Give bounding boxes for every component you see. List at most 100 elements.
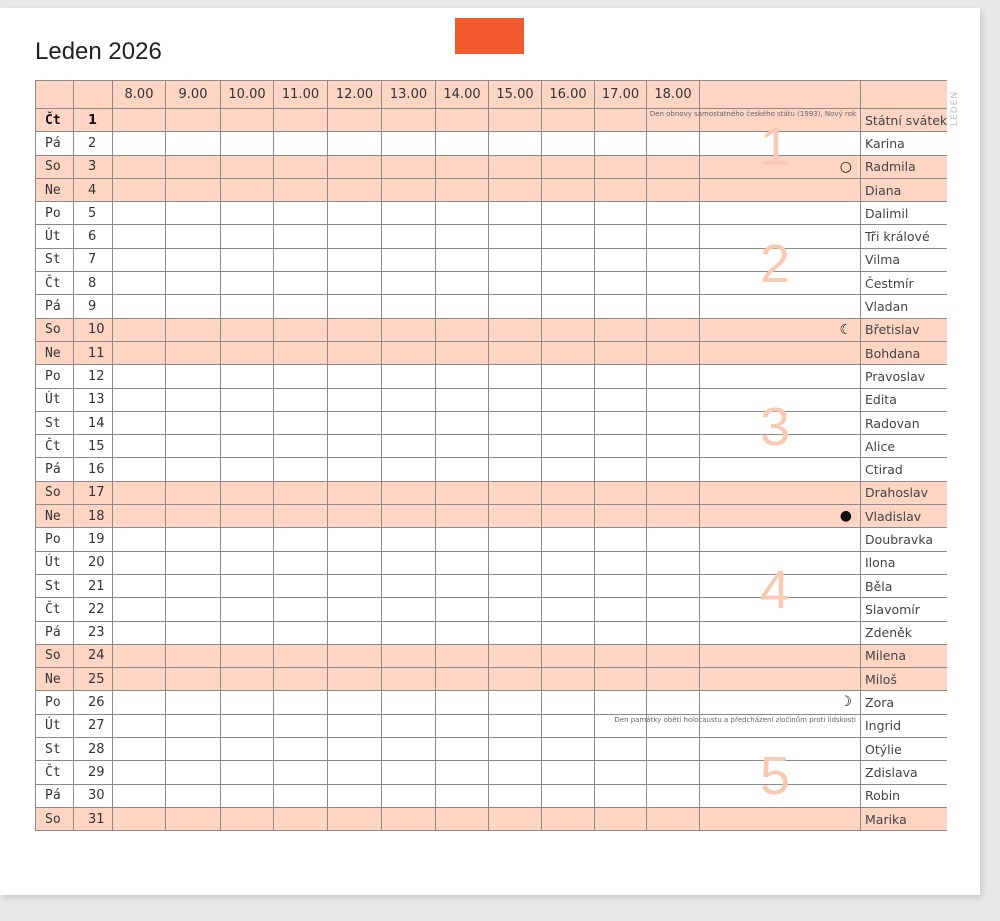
time-slot-cell[interactable] bbox=[273, 201, 328, 226]
time-slot-cell[interactable] bbox=[327, 690, 382, 715]
time-slot-cell[interactable] bbox=[220, 131, 274, 156]
time-slot-cell[interactable] bbox=[112, 806, 166, 832]
time-slot-cell[interactable] bbox=[488, 550, 542, 575]
time-slot-cell[interactable] bbox=[165, 713, 221, 739]
time-slot-cell[interactable] bbox=[165, 271, 221, 296]
time-slot-cell[interactable] bbox=[220, 247, 274, 273]
note-cell[interactable] bbox=[699, 340, 861, 366]
note-cell[interactable]: ☾ bbox=[699, 317, 861, 342]
time-slot-cell[interactable] bbox=[327, 760, 382, 785]
time-slot-cell[interactable] bbox=[112, 410, 166, 436]
time-slot-cell[interactable] bbox=[273, 387, 328, 412]
time-slot-cell[interactable] bbox=[646, 480, 700, 506]
time-slot-cell[interactable] bbox=[381, 201, 436, 226]
time-slot-cell[interactable] bbox=[541, 340, 595, 366]
note-cell[interactable]: ○ bbox=[699, 154, 861, 179]
time-slot-cell[interactable] bbox=[273, 760, 328, 785]
time-slot-cell[interactable] bbox=[327, 364, 382, 389]
time-slot-cell[interactable] bbox=[488, 713, 542, 739]
time-slot-cell[interactable] bbox=[594, 224, 647, 249]
time-slot-cell[interactable] bbox=[488, 783, 542, 808]
time-slot-cell[interactable] bbox=[273, 107, 328, 133]
time-slot-cell[interactable] bbox=[273, 410, 328, 436]
time-slot-cell[interactable] bbox=[273, 271, 328, 296]
time-slot-cell[interactable] bbox=[381, 434, 436, 459]
time-slot-cell[interactable] bbox=[541, 387, 595, 412]
time-slot-cell[interactable] bbox=[220, 737, 274, 762]
time-slot-cell[interactable] bbox=[327, 387, 382, 412]
time-slot-cell[interactable] bbox=[541, 806, 595, 832]
time-slot-cell[interactable] bbox=[220, 317, 274, 342]
time-slot-cell[interactable] bbox=[273, 154, 328, 179]
time-slot-cell[interactable] bbox=[646, 504, 700, 529]
time-slot-cell[interactable] bbox=[273, 504, 328, 529]
note-cell[interactable] bbox=[699, 364, 861, 389]
time-slot-cell[interactable] bbox=[381, 690, 436, 715]
time-slot-cell[interactable] bbox=[112, 690, 166, 715]
time-slot-cell[interactable] bbox=[220, 107, 274, 133]
time-slot-cell[interactable] bbox=[327, 597, 382, 622]
time-slot-cell[interactable] bbox=[220, 783, 274, 808]
time-slot-cell[interactable] bbox=[541, 154, 595, 179]
time-slot-cell[interactable] bbox=[327, 504, 382, 529]
time-slot-cell[interactable] bbox=[273, 783, 328, 808]
time-slot-cell[interactable] bbox=[327, 154, 382, 179]
time-slot-cell[interactable] bbox=[646, 620, 700, 645]
time-slot-cell[interactable] bbox=[381, 550, 436, 575]
time-slot-cell[interactable] bbox=[594, 806, 647, 832]
time-slot-cell[interactable] bbox=[646, 783, 700, 808]
time-slot-cell[interactable] bbox=[541, 504, 595, 529]
time-slot-cell[interactable] bbox=[381, 387, 436, 412]
time-slot-cell[interactable] bbox=[112, 247, 166, 273]
time-slot-cell[interactable] bbox=[220, 410, 274, 436]
time-slot-cell[interactable] bbox=[646, 457, 700, 482]
time-slot-cell[interactable] bbox=[273, 364, 328, 389]
time-slot-cell[interactable] bbox=[381, 364, 436, 389]
note-cell[interactable] bbox=[699, 177, 861, 203]
time-slot-cell[interactable] bbox=[541, 177, 595, 203]
time-slot-cell[interactable] bbox=[220, 643, 274, 669]
time-slot-cell[interactable] bbox=[541, 737, 595, 762]
time-slot-cell[interactable] bbox=[273, 713, 328, 739]
time-slot-cell[interactable] bbox=[327, 550, 382, 575]
time-slot-cell[interactable] bbox=[435, 783, 489, 808]
time-slot-cell[interactable] bbox=[594, 340, 647, 366]
time-slot-cell[interactable] bbox=[381, 760, 436, 785]
note-cell[interactable] bbox=[699, 434, 861, 459]
time-slot-cell[interactable] bbox=[327, 294, 382, 319]
time-slot-cell[interactable] bbox=[541, 667, 595, 692]
time-slot-cell[interactable] bbox=[541, 317, 595, 342]
time-slot-cell[interactable] bbox=[541, 573, 595, 599]
time-slot-cell[interactable] bbox=[165, 107, 221, 133]
time-slot-cell[interactable] bbox=[435, 387, 489, 412]
note-cell[interactable] bbox=[699, 387, 861, 412]
time-slot-cell[interactable] bbox=[327, 410, 382, 436]
time-slot-cell[interactable] bbox=[488, 410, 542, 436]
time-slot-cell[interactable] bbox=[112, 340, 166, 366]
time-slot-cell[interactable] bbox=[594, 667, 647, 692]
note-cell[interactable]: ● bbox=[699, 504, 861, 529]
time-slot-cell[interactable] bbox=[541, 457, 595, 482]
time-slot-cell[interactable] bbox=[381, 107, 436, 133]
time-slot-cell[interactable] bbox=[488, 224, 542, 249]
time-slot-cell[interactable] bbox=[488, 620, 542, 645]
time-slot-cell[interactable] bbox=[165, 340, 221, 366]
time-slot-cell[interactable] bbox=[488, 364, 542, 389]
time-slot-cell[interactable] bbox=[594, 177, 647, 203]
time-slot-cell[interactable] bbox=[220, 294, 274, 319]
time-slot-cell[interactable] bbox=[112, 504, 166, 529]
time-slot-cell[interactable] bbox=[488, 107, 542, 133]
time-slot-cell[interactable] bbox=[594, 737, 647, 762]
time-slot-cell[interactable] bbox=[381, 294, 436, 319]
time-slot-cell[interactable] bbox=[381, 317, 436, 342]
time-slot-cell[interactable] bbox=[220, 387, 274, 412]
time-slot-cell[interactable] bbox=[488, 643, 542, 669]
time-slot-cell[interactable] bbox=[435, 224, 489, 249]
time-slot-cell[interactable] bbox=[381, 410, 436, 436]
time-slot-cell[interactable] bbox=[488, 271, 542, 296]
time-slot-cell[interactable] bbox=[646, 806, 700, 832]
time-slot-cell[interactable] bbox=[165, 201, 221, 226]
time-slot-cell[interactable] bbox=[488, 597, 542, 622]
time-slot-cell[interactable] bbox=[165, 527, 221, 552]
time-slot-cell[interactable] bbox=[327, 527, 382, 552]
